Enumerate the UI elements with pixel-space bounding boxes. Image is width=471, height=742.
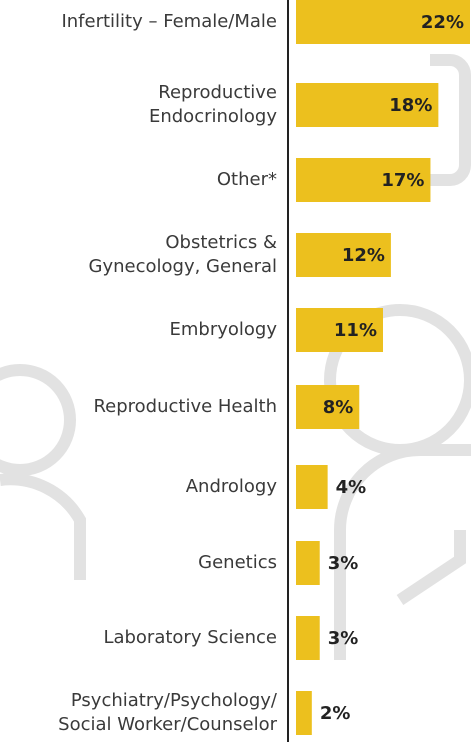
value-label: 8% — [323, 397, 354, 418]
category-label: Laboratory Science — [0, 626, 277, 650]
value-label: 4% — [336, 477, 367, 498]
value-label: 18% — [389, 95, 432, 116]
value-label: 2% — [320, 703, 351, 724]
decoration — [0, 370, 70, 470]
category-label: Other* — [0, 168, 277, 192]
category-label: Obstetrics & Gynecology, General — [0, 231, 277, 279]
chart: 22% 18% 17% 12% 11% 8% 4% 3% 3% 2% Infertility – … — [0, 0, 471, 742]
category-label: Andrology — [0, 475, 277, 499]
bar — [296, 691, 312, 735]
bar — [296, 465, 328, 509]
bar — [296, 541, 320, 585]
decoration — [400, 530, 460, 600]
value-label: 12% — [342, 245, 385, 266]
value-label: 17% — [381, 170, 424, 191]
category-label: Reproductive Endocrinology — [0, 81, 277, 129]
bars: 22% 18% 17% 12% 11% 8% 4% 3% 3% 2% — [296, 0, 470, 735]
category-label: Reproductive Health — [0, 395, 277, 419]
value-label: 11% — [334, 320, 377, 341]
bar — [296, 616, 320, 660]
category-label: Embryology — [0, 318, 277, 342]
category-label: Psychiatry/Psychology/ Social Worker/Cou… — [0, 689, 277, 737]
value-label: 22% — [421, 12, 464, 33]
category-label: Genetics — [0, 551, 277, 575]
category-label: Infertility – Female/Male — [0, 10, 277, 34]
value-label: 3% — [328, 628, 359, 649]
value-label: 3% — [328, 553, 359, 574]
